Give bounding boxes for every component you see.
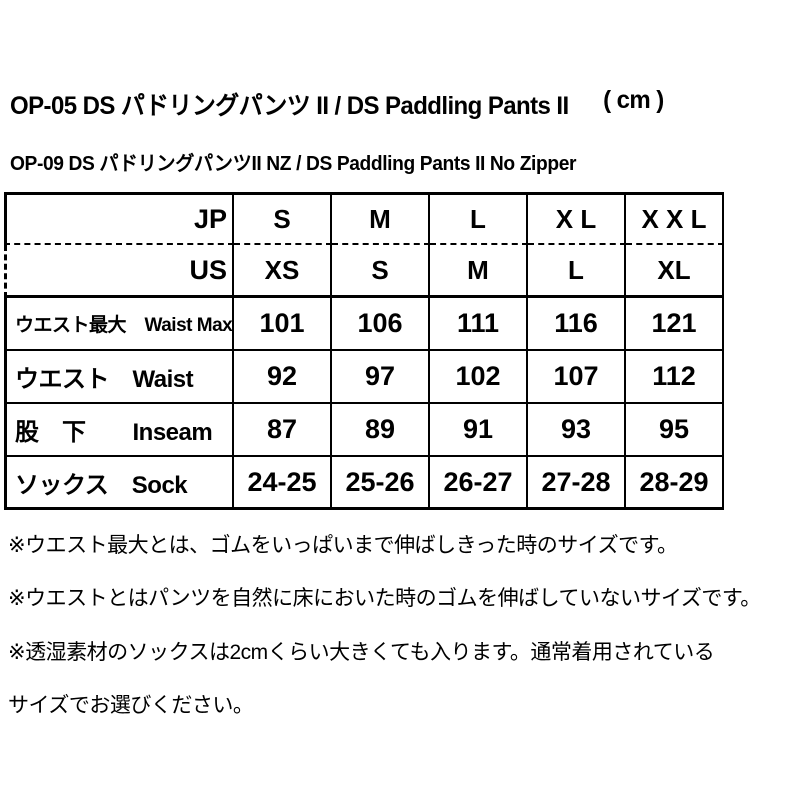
jp-size-cell: S bbox=[234, 192, 332, 245]
measurement-cell: 89 bbox=[332, 404, 430, 457]
page-subtitle: OP-09 DS パドリングパンツII NZ / DS Paddling Pan… bbox=[10, 153, 577, 175]
table-row-us-sizes: US XS S M L XL bbox=[4, 245, 724, 298]
measurement-cell: 27-28 bbox=[528, 457, 626, 510]
us-size-cell: M bbox=[430, 245, 528, 298]
measurement-cell: 28-29 bbox=[626, 457, 724, 510]
footnotes: ※ウエスト最大とは、ゴムをいっぱいまで伸ばしきった時のサイズです。 ※ウエストと… bbox=[8, 517, 800, 731]
table-row-inseam: 股 下 Inseam 87 89 91 93 95 bbox=[4, 404, 724, 457]
table-row-sock: ソックス Sock 24-25 25-26 26-27 27-28 28-29 bbox=[4, 457, 724, 510]
size-chart-table: JP S M L X L X X L US XS S M L XL ウエスト最大… bbox=[4, 192, 724, 510]
measurement-cell: 25-26 bbox=[332, 457, 430, 510]
measurement-cell: 92 bbox=[234, 351, 332, 404]
table-row-jp-sizes: JP S M L X L X X L bbox=[4, 192, 724, 245]
measurement-cell: 91 bbox=[430, 404, 528, 457]
row-label-sock: ソックス Sock bbox=[4, 457, 234, 510]
footnote-waist: ※ウエストとはパンツを自然に床においた時のゴムを伸ばしていないサイズです。 bbox=[8, 587, 761, 611]
measurement-cell: 107 bbox=[528, 351, 626, 404]
measurement-cell: 106 bbox=[332, 298, 430, 351]
page-title-text: OP-05 DS パドリングパンツ II / DS Paddling Pants… bbox=[10, 92, 569, 120]
us-size-cell: L bbox=[528, 245, 626, 298]
measurement-cell: 111 bbox=[430, 298, 528, 351]
jp-size-cell: M bbox=[332, 192, 430, 245]
jp-size-cell: X L bbox=[528, 192, 626, 245]
jp-size-cell: L bbox=[430, 192, 528, 245]
measurement-cell: 121 bbox=[626, 298, 724, 351]
measurement-cell: 101 bbox=[234, 298, 332, 351]
measurement-cell: 116 bbox=[528, 298, 626, 351]
row-label-inseam: 股 下 Inseam bbox=[4, 404, 234, 457]
footnote-sock-line2: サイズでお選びください。 bbox=[8, 694, 254, 718]
measurement-cell: 95 bbox=[626, 404, 724, 457]
us-size-cell: XS bbox=[234, 245, 332, 298]
us-size-cell: S bbox=[332, 245, 430, 298]
jp-size-cell: X X L bbox=[626, 192, 724, 245]
measurement-cell: 26-27 bbox=[430, 457, 528, 510]
row-header-jp: JP bbox=[4, 192, 234, 245]
footnote-sock-line1: ※透湿素材のソックスは2cmくらい大きくても入ります。通常着用されている bbox=[8, 640, 715, 664]
measurement-cell: 24-25 bbox=[234, 457, 332, 510]
row-label-waist: ウエスト Waist bbox=[4, 351, 234, 404]
page-title: OP-05 DS パドリングパンツ II / DS Paddling Pants… bbox=[10, 86, 664, 122]
measurement-cell: 102 bbox=[430, 351, 528, 404]
measurement-cell: 93 bbox=[528, 404, 626, 457]
measurement-cell: 97 bbox=[332, 351, 430, 404]
measurement-cell: 87 bbox=[234, 404, 332, 457]
table-row-waist-max: ウエスト最大 Waist Max 101 106 111 116 121 bbox=[4, 298, 724, 351]
measurement-cell: 112 bbox=[626, 351, 724, 404]
us-size-cell: XL bbox=[626, 245, 724, 298]
row-label-waist-max: ウエスト最大 Waist Max bbox=[4, 298, 234, 351]
table-row-waist: ウエスト Waist 92 97 102 107 112 bbox=[4, 351, 724, 404]
row-header-us: US bbox=[4, 245, 234, 298]
footnote-waist-max: ※ウエスト最大とは、ゴムをいっぱいまで伸ばしきった時のサイズです。 bbox=[8, 533, 678, 557]
unit-label: ( cm ) bbox=[603, 86, 664, 114]
